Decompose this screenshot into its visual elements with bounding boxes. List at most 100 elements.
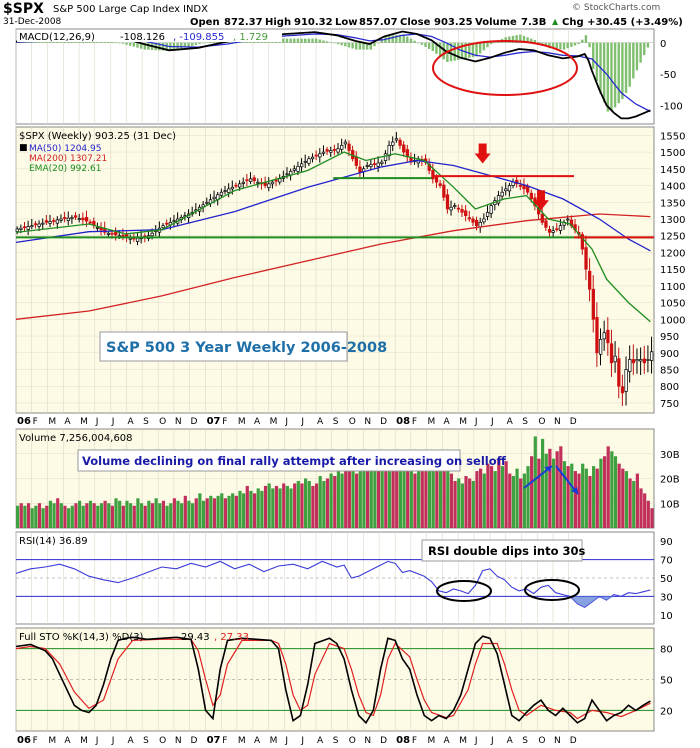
macd-histogram-bar — [606, 42, 610, 112]
volume-bar — [537, 458, 541, 528]
x-axis-label: A — [444, 417, 451, 427]
macd-legend-value: -108.126 — [120, 32, 165, 43]
x-axis-label: M — [428, 417, 436, 427]
macd-histogram-bar — [205, 42, 208, 44]
volume-bar — [500, 466, 505, 528]
x-axis-label: A — [444, 736, 451, 746]
macd-histogram-bar — [285, 38, 289, 43]
blue-arrow-up-head — [544, 466, 552, 472]
ema20-line — [15, 151, 651, 323]
macd-histogram-bar — [453, 42, 456, 61]
volume-bar — [431, 458, 435, 528]
candle-body — [227, 188, 231, 193]
stoch-legend: Full STO %K(14,3) %D(3) — [19, 632, 144, 643]
volume-bar — [220, 493, 224, 528]
x-axis-label: O — [159, 736, 166, 746]
candle-body — [639, 359, 643, 362]
x-axis-label: N — [554, 736, 561, 746]
candle-body — [595, 316, 599, 354]
volume-bar — [606, 446, 610, 528]
volume-bar — [533, 436, 537, 528]
candle-body — [551, 230, 555, 233]
volume-bar — [110, 505, 114, 528]
macd-histogram-bar — [449, 42, 453, 62]
volume-bar — [129, 503, 133, 528]
volume-bar — [453, 480, 457, 528]
volume-bar — [41, 508, 45, 528]
macd-histogram-bar — [438, 42, 442, 57]
candle-body — [402, 144, 406, 153]
macd-histogram-bar — [318, 39, 321, 43]
x-axis-label: D — [380, 736, 387, 746]
candle-body — [609, 343, 614, 364]
macd-histogram-bar — [464, 42, 467, 59]
price-tick-label: 1550 — [660, 131, 685, 142]
volume-bar — [588, 476, 592, 528]
candle-body — [631, 359, 636, 364]
macd-histogram-bar — [143, 42, 146, 50]
candle-body — [504, 188, 508, 192]
volume-bar — [340, 473, 344, 528]
x-axis-label: M — [238, 736, 246, 746]
volume-bar — [285, 485, 289, 528]
volume-bar — [540, 438, 545, 528]
volume-bar — [468, 478, 472, 528]
x-axis-label: N — [175, 736, 182, 746]
volume-bar — [300, 483, 304, 528]
volume-bar — [52, 503, 56, 528]
macd-histogram-bar — [555, 42, 558, 49]
x-axis-label: S — [522, 417, 528, 427]
macd-histogram-bar — [311, 38, 314, 43]
macd-histogram-bar — [304, 38, 307, 43]
x-axis-label: A — [254, 736, 261, 746]
x-axis-label: J — [284, 417, 288, 427]
candle-body — [73, 215, 78, 218]
volume-bar — [475, 471, 479, 528]
macd-histogram-bar — [132, 42, 136, 47]
volume-bar — [212, 498, 217, 528]
volume-bar — [154, 498, 158, 528]
macd-histogram-bar — [344, 42, 347, 47]
macd-histogram-bar — [198, 42, 201, 45]
macd-histogram-bar — [632, 42, 635, 79]
title-box — [99, 331, 348, 362]
macd-histogram-bar — [351, 42, 354, 49]
x-axis-label: 06 — [17, 416, 31, 427]
legend-marker: ■ — [19, 143, 28, 153]
volume-bar — [351, 471, 355, 528]
volume-bar — [380, 453, 384, 528]
macd-histogram-bar — [602, 42, 606, 103]
macd-legend: MACD(12,26,9) — [19, 32, 95, 43]
rsi-tick-label: 70 — [660, 556, 673, 567]
macd-histogram-bar — [537, 42, 540, 43]
volume-bar — [37, 503, 42, 528]
candle-body — [485, 211, 490, 217]
ma200-legend: MA(200) 1307.21 — [29, 154, 107, 164]
volume-bar — [504, 461, 508, 528]
x-axis-label: J — [490, 736, 494, 746]
candle-body — [267, 183, 271, 188]
macd-histogram-bar — [296, 38, 300, 43]
macd-histogram-bar — [639, 42, 642, 63]
macd-histogram-bar — [325, 41, 329, 43]
macd-histogram-bar — [573, 42, 577, 46]
candle-body — [33, 223, 38, 226]
volume-bar — [103, 500, 107, 528]
x-axis-label: O — [349, 736, 356, 746]
price-tick-label: 1250 — [660, 232, 685, 243]
volume-bar — [139, 503, 144, 528]
macd-histogram-bar — [314, 38, 318, 43]
stoch-tick-label: 20 — [660, 706, 673, 717]
volume-bar — [63, 505, 67, 528]
candle-body — [566, 218, 570, 221]
macd-histogram-bar — [114, 42, 117, 43]
volume-bar — [161, 500, 166, 528]
candle-body — [77, 218, 81, 220]
volume-bar — [263, 485, 268, 528]
macd-histogram-bar — [329, 42, 332, 43]
volume-bar — [333, 476, 337, 528]
low-label: Low — [335, 17, 358, 28]
volume-bar — [493, 471, 497, 528]
volume-bar — [172, 498, 176, 528]
macd-histogram-bar — [635, 42, 639, 71]
